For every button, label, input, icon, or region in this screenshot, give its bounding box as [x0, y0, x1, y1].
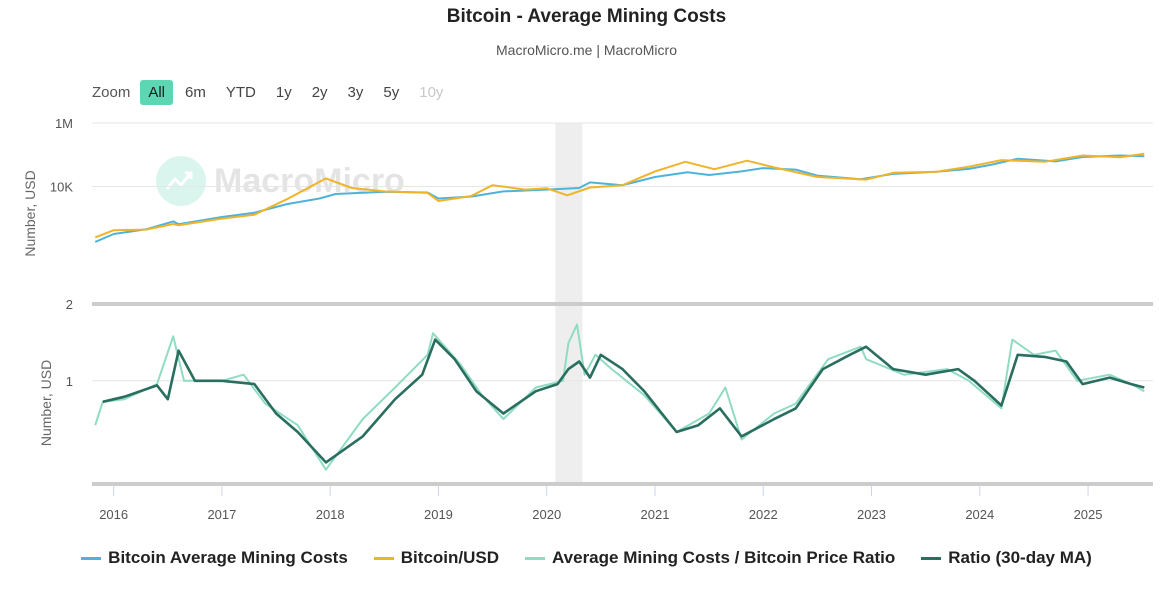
- series-line-ratio-30-day-ma-[interactable]: [102, 338, 1145, 464]
- x-tick-label: 2017: [207, 507, 236, 522]
- zoom-bar: Zoom All 6m YTD 1y 2y 3y 5y 10y: [88, 78, 455, 106]
- x-tick-label: 2023: [857, 507, 886, 522]
- y-axis-label: Number, USD: [22, 170, 38, 256]
- y-tick-label: 2: [66, 297, 73, 312]
- legend-item-ratio-ma[interactable]: Ratio (30-day MA): [921, 548, 1092, 568]
- legend-swatch-ratio: [525, 556, 546, 560]
- chart-title: Bitcoin - Average Mining Costs: [446, 6, 727, 27]
- legend-item-mining-costs[interactable]: Bitcoin Average Mining Costs: [81, 548, 348, 568]
- zoom-button-3y[interactable]: 3y: [347, 83, 364, 101]
- x-tick-label: 2022: [749, 507, 778, 522]
- zoom-button-ytd[interactable]: YTD: [225, 83, 256, 101]
- series-line-bitcoin-usd[interactable]: [94, 152, 1145, 239]
- x-tick-label: 2025: [1074, 507, 1103, 522]
- x-tick-label: 2021: [641, 507, 670, 522]
- y-tick-label: 1M: [55, 116, 73, 131]
- watermark: MacroMicro: [156, 156, 405, 206]
- zoom-button-all[interactable]: All: [140, 79, 174, 105]
- x-axis-line: [92, 482, 1153, 486]
- legend-label-bitcoin-usd: Bitcoin/USD: [400, 548, 500, 567]
- axis-layer: 1M 10K 2 Number, USD 1 Number, USD 2016 2017 201…: [22, 116, 1153, 522]
- legend-item-ratio[interactable]: Average Mining Costs / Bitcoin Price Rat…: [525, 548, 895, 568]
- zoom-label: Zoom: [92, 83, 131, 101]
- y-tick-label: 1: [66, 374, 73, 389]
- legend-swatch-bitcoin-usd: [373, 556, 394, 560]
- legend: Bitcoin Average Mining Costs Bitcoin/USD…: [0, 548, 1173, 568]
- zoom-button-6m[interactable]: 6m: [185, 83, 206, 101]
- series-layer: [94, 152, 1145, 471]
- x-tick-label: 2019: [424, 507, 453, 522]
- legend-label-ratio: Average Mining Costs / Bitcoin Price Rat…: [552, 548, 896, 567]
- x-tick-label: 2018: [316, 507, 345, 522]
- series-line-bitcoin-average-mining-costs[interactable]: [94, 154, 1145, 243]
- legend-swatch-mining-costs: [81, 556, 102, 560]
- legend-swatch-ratio-ma: [921, 556, 942, 560]
- legend-label-ratio-ma: Ratio (30-day MA): [948, 548, 1092, 567]
- y-tick-label: 10K: [50, 180, 73, 195]
- macromicro-logo-icon: [156, 156, 206, 206]
- x-tick-label: 2016: [99, 507, 128, 522]
- zoom-button-2y[interactable]: 2y: [311, 83, 328, 101]
- series-line-average-mining-costs-bitcoin-price-ratio[interactable]: [94, 323, 1145, 471]
- zoom-button-5y[interactable]: 5y: [383, 83, 400, 101]
- chart-subtitle: MacroMicro.me | MacroMicro: [496, 42, 677, 58]
- zoom-button-1y[interactable]: 1y: [275, 83, 292, 101]
- x-axis-line: [92, 302, 1153, 306]
- zoom-button-10y: 10y: [419, 83, 444, 101]
- y-axis-label: Number, USD: [38, 360, 54, 446]
- legend-item-bitcoin-usd[interactable]: Bitcoin/USD: [373, 548, 500, 568]
- x-tick-label: 2020: [532, 507, 561, 522]
- legend-label-mining-costs: Bitcoin Average Mining Costs: [108, 548, 348, 567]
- x-tick-label: 2024: [965, 507, 994, 522]
